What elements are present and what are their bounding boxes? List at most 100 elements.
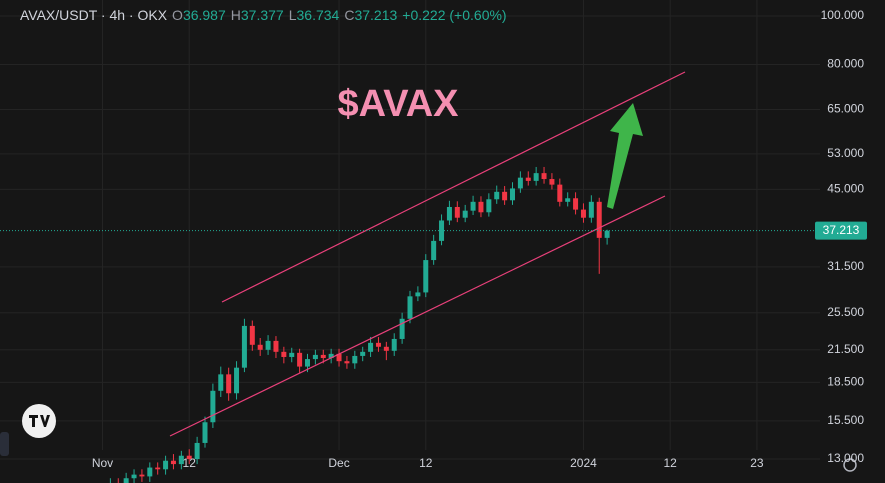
symbol: AVAX/USDT · 4h · OKX	[20, 7, 168, 23]
ohlc-value: 37.377	[240, 7, 284, 23]
candle-body	[155, 467, 161, 470]
candle-body	[305, 359, 310, 367]
candle-body	[273, 340, 279, 352]
candle-body	[525, 177, 531, 181]
candle-body	[139, 474, 145, 477]
candle-body	[557, 184, 563, 202]
candle-body	[565, 198, 571, 202]
ohlc-key: L	[288, 7, 297, 23]
ohlc-value: 36.987	[182, 7, 226, 23]
candle-body	[265, 340, 271, 350]
candle-body	[344, 361, 350, 364]
ohlc-item: H37.377	[231, 7, 284, 23]
y-tick-label: 45.000	[827, 182, 864, 196]
candle-body	[241, 325, 247, 368]
side-tab[interactable]	[0, 432, 9, 456]
x-tick-label: 12	[183, 456, 197, 470]
x-tick-label: 12	[419, 456, 433, 470]
channel-lower	[169, 195, 666, 437]
candle-body	[478, 201, 484, 213]
ohlc-item: C37.213	[344, 7, 397, 23]
candle-body	[415, 292, 421, 297]
candle-body	[431, 240, 437, 261]
candle-body	[462, 210, 468, 218]
candle-body	[454, 206, 460, 218]
candle-body	[281, 351, 287, 357]
y-tick-label: 13.000	[827, 451, 864, 465]
x-tick-label: 12	[664, 456, 678, 470]
candle-body	[517, 177, 523, 189]
y-tick-label: 100.000	[821, 8, 865, 22]
candle-body	[446, 206, 452, 221]
y-tick-label: 53.000	[827, 146, 864, 160]
y-tick-label: 65.000	[827, 102, 864, 116]
x-tick-label: 23	[750, 456, 764, 470]
candle-body	[312, 354, 318, 360]
y-tick-label: 18.500	[827, 375, 864, 389]
ohlc-key: C	[344, 7, 355, 23]
candle-body	[210, 390, 216, 423]
candle-body	[391, 338, 397, 351]
candle-body	[368, 342, 374, 352]
ohlc-key: H	[230, 7, 241, 23]
last-price-label: 37.213	[823, 223, 860, 237]
candle-body	[494, 191, 500, 200]
ohlc-key: O	[172, 7, 183, 23]
candle-body	[470, 201, 476, 211]
candle-body	[596, 201, 602, 238]
x-tick-label: Dec	[328, 456, 349, 470]
candle-body	[352, 355, 358, 364]
candle-body	[541, 173, 547, 180]
settings-icon[interactable]	[843, 458, 857, 472]
y-tick-label: 15.500	[827, 413, 864, 427]
candle-body	[383, 346, 389, 351]
candle-body	[131, 474, 137, 479]
candle-body	[202, 422, 208, 443]
candle-body	[123, 478, 129, 483]
candle-body	[588, 201, 594, 218]
candle-body	[549, 179, 555, 185]
candle-body	[375, 342, 381, 347]
channel-upper	[221, 71, 686, 303]
candle-body	[170, 460, 176, 465]
ohlc-item: L36.734	[289, 7, 340, 23]
candle-body	[194, 442, 200, 460]
x-tick-label: Nov	[92, 456, 113, 470]
y-tick-label: 31.500	[827, 259, 864, 273]
candle-body	[289, 352, 295, 357]
candle-body	[226, 374, 232, 394]
y-tick-label: 80.000	[827, 57, 864, 71]
up-arrow	[607, 103, 643, 209]
tv-logo[interactable]	[22, 404, 56, 438]
candle-body	[218, 374, 224, 391]
candle-body	[186, 455, 192, 460]
candle-body	[297, 352, 303, 367]
candle-body	[328, 353, 334, 359]
x-tick-label: 2024	[570, 456, 597, 470]
candle-body	[147, 467, 153, 477]
candle-body	[257, 344, 263, 350]
candle-body	[399, 318, 405, 339]
candle-body	[510, 188, 515, 201]
candle-body	[580, 209, 586, 218]
last-price-tag	[815, 221, 867, 240]
candle-body	[533, 173, 539, 181]
candle-body	[178, 455, 184, 465]
candle-body	[336, 353, 342, 362]
candle-body	[502, 191, 508, 201]
ohlc-value: 36.734	[296, 7, 340, 23]
candle-body	[604, 230, 610, 238]
candle-body	[320, 354, 326, 359]
y-tick-label: 21.500	[827, 342, 864, 356]
price-change: +0.222 (+0.60%)	[402, 7, 507, 23]
ohlc-value: 37.213	[354, 7, 398, 23]
tv-logo-mark	[29, 415, 50, 427]
candle-body	[234, 367, 240, 394]
price-axis-bg	[820, 0, 885, 483]
candle-body	[486, 199, 492, 213]
annotation: $AVAX	[337, 83, 459, 125]
candle-body	[360, 351, 366, 356]
header: AVAX/USDT · 4h · OKX O36.987 H37.377 L36.73…	[20, 7, 507, 23]
